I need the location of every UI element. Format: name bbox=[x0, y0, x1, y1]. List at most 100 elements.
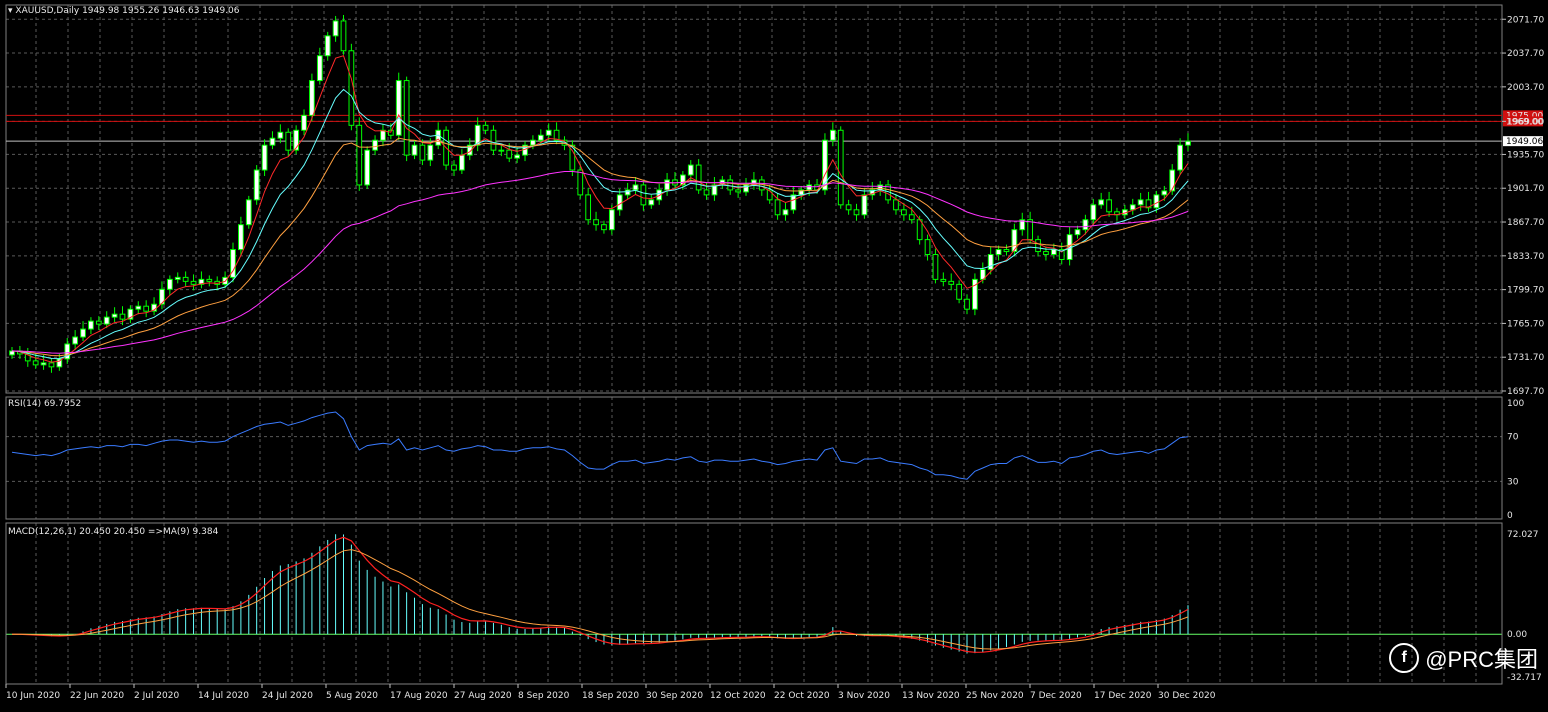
candle-body bbox=[119, 313, 126, 320]
time-tick-label: 17 Dec 2020 bbox=[1094, 691, 1152, 701]
candle-body bbox=[1043, 251, 1049, 256]
macd-caption: MACD(12,26,1) 20.450 20.450 =>MA(9) 9.38… bbox=[8, 527, 219, 537]
candle-body bbox=[585, 194, 592, 221]
time-tick-label: 22 Oct 2020 bbox=[774, 691, 830, 701]
candle-body bbox=[545, 129, 552, 136]
candle-body bbox=[506, 149, 513, 159]
candle-body bbox=[1185, 140, 1191, 146]
candle-body bbox=[466, 144, 473, 156]
watermark-text: @PRC集团 bbox=[1425, 647, 1538, 672]
candle-body bbox=[893, 199, 899, 211]
ma-long-line bbox=[11, 171, 1189, 354]
symbol-caption[interactable]: ▾ XAUUSD,Daily 1949.98 1955.26 1946.63 1… bbox=[8, 6, 240, 16]
candle-body bbox=[253, 169, 260, 201]
candle-body bbox=[972, 278, 978, 310]
price-tick-label: 2071.70 bbox=[1507, 15, 1544, 25]
candle-body bbox=[727, 179, 734, 191]
candle-body bbox=[238, 224, 244, 251]
candle-body bbox=[1082, 219, 1089, 231]
prc-logo-icon: f bbox=[1389, 643, 1420, 673]
candle-body bbox=[948, 280, 955, 285]
candle-body bbox=[1106, 199, 1112, 213]
rsi-tick-label: 30 bbox=[1507, 477, 1519, 487]
candle-body bbox=[48, 362, 55, 368]
price-tick-label: 1833.70 bbox=[1507, 252, 1544, 262]
price-tick-label: 1901.70 bbox=[1507, 184, 1544, 194]
candle-body bbox=[735, 189, 741, 193]
candle-body bbox=[174, 276, 181, 280]
time-tick-label: 14 Jul 2020 bbox=[198, 691, 249, 701]
resistance-badge bbox=[1503, 110, 1543, 121]
candle-body bbox=[1177, 144, 1183, 171]
candle-body bbox=[324, 35, 331, 57]
time-tick-label: 8 Sep 2020 bbox=[518, 691, 570, 701]
candle-body bbox=[703, 189, 710, 196]
candle-body bbox=[269, 137, 276, 146]
candle-body bbox=[435, 129, 442, 146]
candle-body bbox=[451, 164, 457, 171]
candle-body bbox=[806, 184, 813, 191]
candle-body bbox=[1137, 199, 1144, 206]
candle-body bbox=[459, 154, 465, 171]
price-tick-label: 1765.70 bbox=[1507, 319, 1544, 329]
candle-body bbox=[900, 209, 907, 216]
time-tick-label: 22 Jun 2020 bbox=[70, 691, 124, 701]
resistance-label: 1969.00 bbox=[1506, 117, 1543, 127]
current-price-label: 1949.06 bbox=[1506, 137, 1543, 147]
candle-body bbox=[380, 129, 386, 141]
candle-body bbox=[301, 114, 307, 131]
panel-frames bbox=[5, 4, 1503, 685]
candle-body bbox=[356, 124, 363, 186]
ma-fast-line bbox=[11, 55, 1189, 363]
candle-body bbox=[1050, 249, 1057, 256]
candle-body bbox=[166, 278, 173, 290]
candle-body bbox=[143, 305, 150, 312]
candle-body bbox=[1098, 199, 1105, 206]
dropdown-triangle-icon[interactable]: ▾ bbox=[8, 6, 13, 16]
macd-histogram bbox=[11, 534, 1189, 654]
candle-body bbox=[593, 219, 599, 226]
candle-body bbox=[774, 199, 781, 216]
panel-frame-3 bbox=[5, 522, 1503, 685]
candle-body bbox=[230, 249, 236, 278]
candle-body bbox=[766, 189, 773, 201]
candle-body bbox=[1074, 229, 1081, 236]
candle-body bbox=[782, 209, 789, 216]
candle-body bbox=[616, 194, 623, 211]
macd-ma-line bbox=[12, 549, 1189, 650]
candle-body bbox=[1003, 249, 1010, 253]
candle-body bbox=[88, 320, 94, 330]
candlesticks bbox=[9, 14, 1191, 373]
candle-body bbox=[908, 214, 915, 221]
current-price-badge bbox=[1503, 136, 1543, 147]
time-axis: 10 Jun 2020 22 Jun 2020 2 Jul 2020 14 Jul 2… bbox=[5, 684, 1216, 701]
candle-body bbox=[427, 144, 434, 161]
candle-body bbox=[1019, 219, 1026, 231]
candle-body bbox=[1058, 249, 1065, 260]
candle-body bbox=[332, 20, 339, 37]
rsi-line bbox=[11, 411, 1189, 480]
candle-body bbox=[340, 20, 347, 52]
candle-body bbox=[829, 129, 836, 141]
candle-body bbox=[135, 305, 142, 310]
macd-tick-label: 72.027 bbox=[1507, 530, 1539, 540]
candle-body bbox=[64, 343, 71, 360]
price-tick-label: 2003.70 bbox=[1507, 83, 1544, 93]
candle-body bbox=[24, 353, 31, 362]
candle-body bbox=[640, 184, 647, 206]
macd-signal-line bbox=[11, 536, 1189, 653]
candle-body bbox=[190, 280, 197, 285]
rsi-tick-label: 70 bbox=[1507, 433, 1519, 443]
candle-body bbox=[293, 129, 300, 151]
candle-body bbox=[372, 139, 378, 151]
candle-body bbox=[1145, 199, 1152, 209]
ohlc-values: 1949.98 1955.26 1946.63 1949.06 bbox=[82, 6, 240, 16]
rsi-tick-label: 100 bbox=[1507, 399, 1524, 409]
candle-body bbox=[364, 149, 371, 186]
price-tick-label: 2037.70 bbox=[1507, 49, 1544, 59]
candle-body bbox=[932, 254, 939, 280]
candle-body bbox=[608, 209, 615, 231]
candle-body bbox=[577, 169, 584, 196]
